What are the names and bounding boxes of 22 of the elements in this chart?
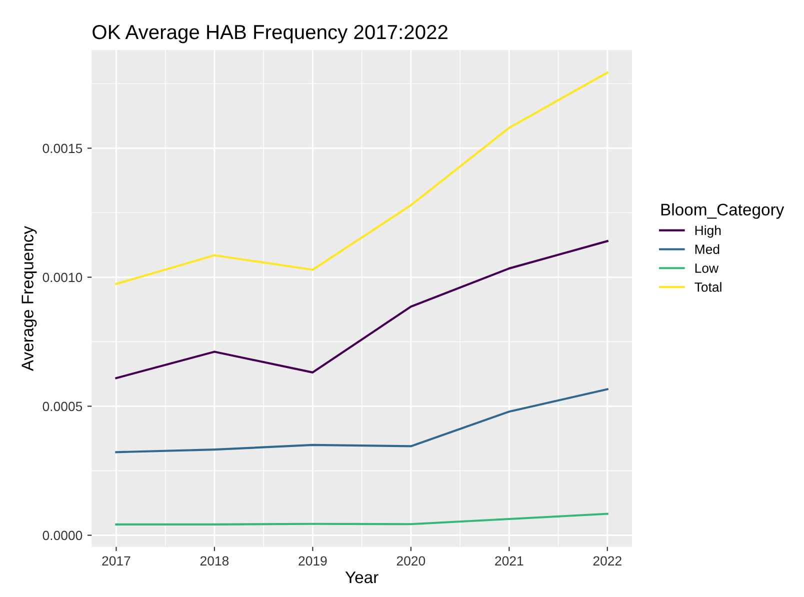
line-series: [115, 512, 608, 526]
y-tick-label: 0.0015: [42, 144, 82, 154]
legend-label: High: [695, 225, 721, 238]
x-axis-title: Year: [345, 572, 378, 584]
legend-label: Low: [695, 264, 719, 273]
legend-label: Med: [695, 244, 720, 254]
y-tick-label: 0.0000: [42, 530, 82, 540]
legend-label: Total: [694, 282, 722, 292]
x-tick-label: 2017: [102, 556, 130, 566]
y-tick-label: 0.0005: [42, 402, 82, 412]
chart-title: OK Average HAB Frequency 2017:2022: [92, 24, 448, 44]
legend-title: Bloom_Category: [661, 203, 784, 219]
y-axis-title: Average Frequency: [22, 226, 37, 372]
line-series: [115, 72, 608, 285]
x-tick-label: 2019: [298, 556, 327, 566]
x-tick-label: 2020: [396, 556, 426, 566]
line-series: [115, 388, 608, 454]
x-tick-label: 2021: [495, 556, 524, 566]
x-tick-label: 2022: [593, 556, 622, 566]
line-series: [115, 240, 608, 380]
x-tick-label: 2018: [200, 556, 229, 566]
y-tick-label: 0.0010: [42, 272, 82, 282]
